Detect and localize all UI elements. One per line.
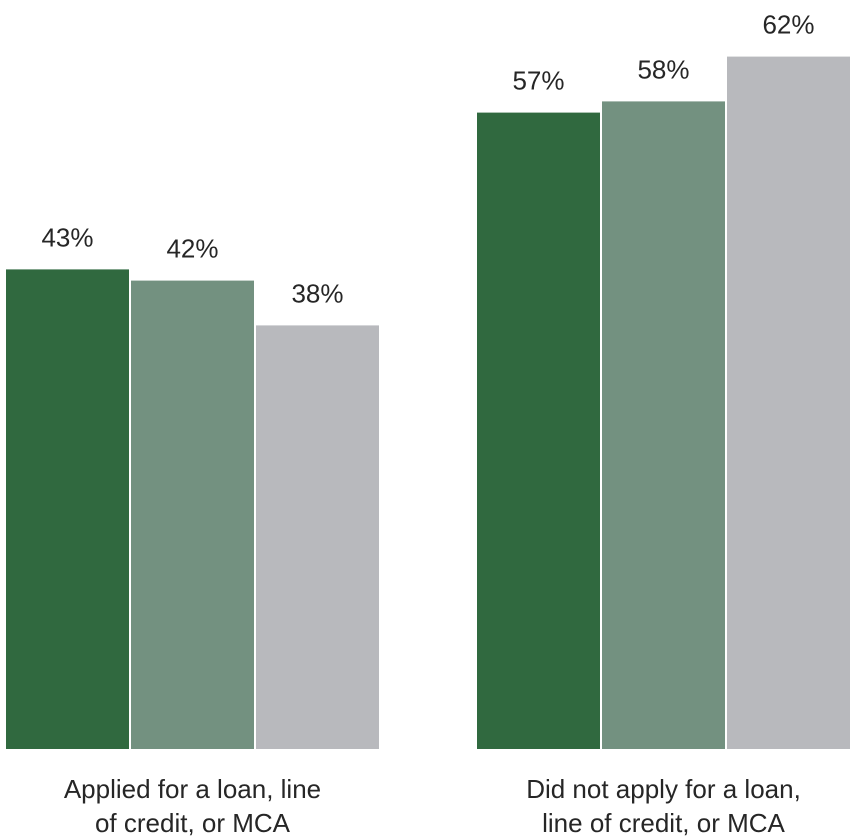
value-label-group1-series2: 42% xyxy=(166,234,218,264)
category-labels-group: Applied for a loan, line of credit, or MC… xyxy=(64,774,801,836)
bar-group1-series3 xyxy=(254,323,381,751)
bar-group2-series1 xyxy=(475,110,602,752)
bar-group1-series1 xyxy=(4,267,131,751)
category-label-2-line2: line of credit, or MCA xyxy=(542,808,785,836)
value-label-group2-series3: 62% xyxy=(762,10,814,40)
category-label-1-line2: of credit, or MCA xyxy=(95,808,291,836)
bar-group2-series2 xyxy=(600,99,727,751)
bars-group xyxy=(4,54,852,752)
bar-group2-series3 xyxy=(725,54,852,752)
value-label-group1-series3: 38% xyxy=(291,278,343,308)
value-label-group2-series1: 57% xyxy=(512,66,564,96)
value-labels-group: 43% 42% 38% 57% 58% 62% xyxy=(41,10,814,309)
bar-group1-series2 xyxy=(129,278,256,751)
value-label-group2-series2: 58% xyxy=(637,54,689,84)
category-label-2-line1: Did not apply for a loan, xyxy=(526,774,801,804)
value-label-group1-series1: 43% xyxy=(41,222,93,252)
category-label-1-line1: Applied for a loan, line xyxy=(64,774,321,804)
